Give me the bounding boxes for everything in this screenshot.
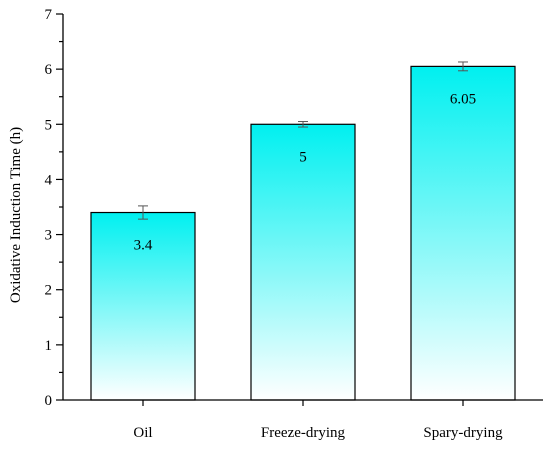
y-tick-label-6: 6 <box>45 62 53 78</box>
y-tick-label-3: 3 <box>45 228 53 244</box>
value-label-0: 3.4 <box>134 238 153 254</box>
y-tick-label-5: 5 <box>45 117 53 133</box>
category-label-0: Oil <box>133 425 152 441</box>
value-label-2: 6.05 <box>450 91 476 107</box>
y-tick-label-7: 7 <box>45 7 53 23</box>
bar-0 <box>90 211 196 401</box>
labels-layer: 3.4 Oil 5 Freeze-drying 6.05 Spary-drying <box>133 91 503 441</box>
axes-layer: 0 1 2 3 4 5 6 7 <box>45 7 543 409</box>
bar-2 <box>410 65 516 401</box>
y-axis-title: Oxidative Induction Time (h) <box>8 127 24 303</box>
y-tick-label-0: 0 <box>45 393 53 409</box>
error-bar-2 <box>458 61 468 72</box>
bars-layer <box>90 61 516 401</box>
category-label-1: Freeze-drying <box>261 425 346 441</box>
y-tick-label-1: 1 <box>45 338 53 354</box>
bar-1 <box>250 123 356 401</box>
category-label-2: Spary-drying <box>423 425 503 441</box>
error-bar-1 <box>298 121 308 128</box>
y-tick-label-4: 4 <box>45 172 53 188</box>
error-bar-0 <box>138 205 148 220</box>
y-tick-label-2: 2 <box>45 283 53 299</box>
value-label-1: 5 <box>299 149 307 165</box>
